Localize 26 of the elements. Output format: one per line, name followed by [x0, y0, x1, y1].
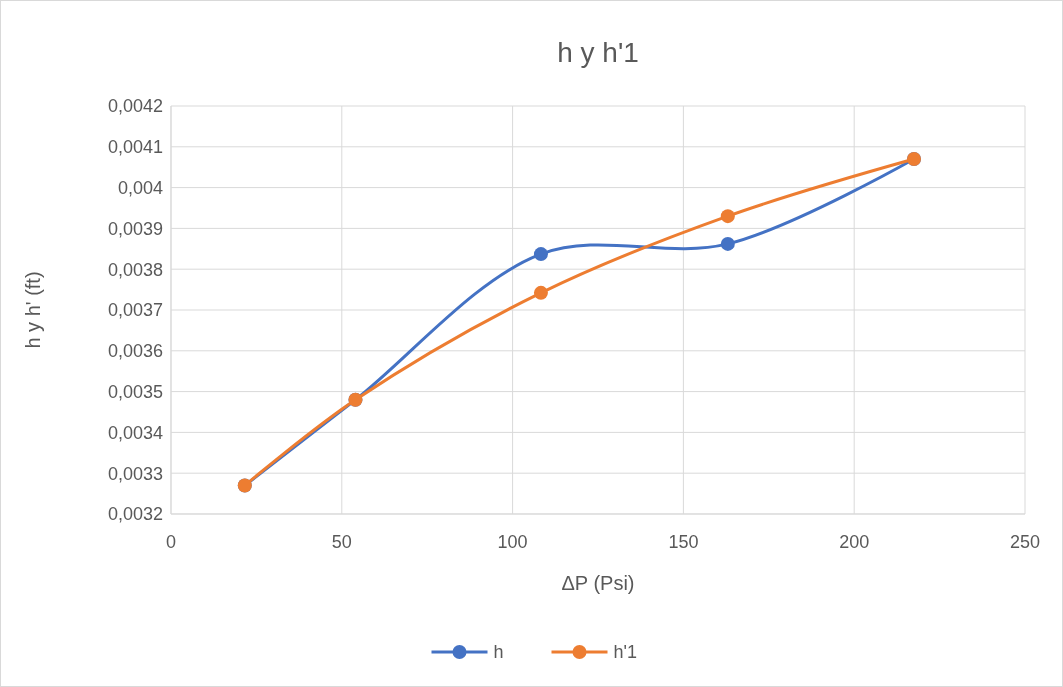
y-tick-label: 0,0039 [107, 218, 163, 239]
y-tick-label: 0,0037 [107, 300, 163, 321]
x-tick-label: 250 [1009, 532, 1041, 552]
x-tick-label: 0 [165, 532, 177, 552]
point [533, 285, 548, 300]
y-tick-label: 0,0038 [107, 259, 163, 280]
point [720, 209, 735, 224]
x-tick-label: 50 [331, 532, 352, 552]
y-tick-label: 0,0034 [107, 422, 163, 443]
point [533, 247, 548, 262]
y-tick-label: 0,0035 [107, 381, 163, 402]
y-tick-label: 0,0041 [107, 137, 163, 158]
y-axis-title: h y h' (ft) [22, 271, 44, 349]
point [720, 236, 735, 251]
chart-title: h y h'1 [557, 37, 639, 68]
legend-label: h [493, 642, 504, 663]
x-tick-label: 200 [839, 532, 870, 552]
y-tick-label: 0,0036 [107, 341, 163, 362]
y-tick-label: 0,0042 [107, 96, 163, 117]
x-tick-label: 150 [668, 532, 699, 552]
y-tick-label: 0,0033 [107, 463, 163, 484]
x-axis-title: ΔP (Psi) [561, 572, 635, 594]
legend-label: h'1 [613, 642, 637, 663]
x-tick-label: 100 [497, 532, 528, 552]
y-tick-label: 0,004 [117, 177, 163, 198]
y-tick-label: 0,0032 [107, 504, 163, 525]
